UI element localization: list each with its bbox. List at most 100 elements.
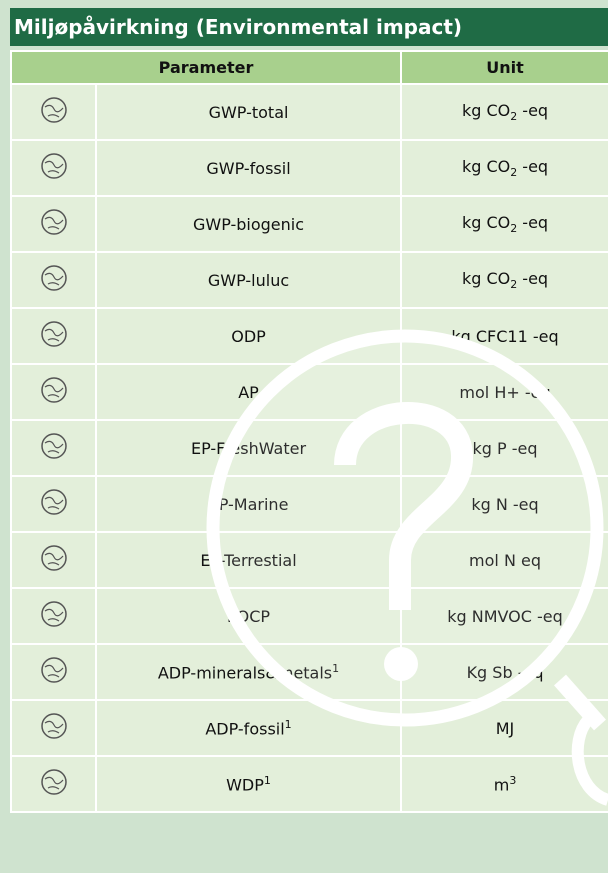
unit-suffix: -eq bbox=[517, 213, 548, 232]
unit: kg CO bbox=[462, 157, 510, 176]
parameter-name: EP-Terrestial bbox=[200, 551, 296, 570]
unit-cell: kg CO2 -eq bbox=[401, 252, 608, 308]
unit-cell: kg P -eq bbox=[401, 420, 608, 476]
unit: mol H+ -eq bbox=[459, 383, 550, 402]
parameter-name: GWP-fossil bbox=[206, 159, 290, 178]
unit-suffix: -eq bbox=[517, 157, 548, 176]
table-row: EP-Terrestial mol N eq bbox=[11, 532, 608, 588]
unit-cell: kg NMVOC -eq bbox=[401, 588, 608, 644]
parameter-name: EP-Marine bbox=[209, 495, 289, 514]
unit: m bbox=[494, 775, 510, 794]
unit: kg CO bbox=[462, 101, 510, 120]
unit-cell: kg CFC11 -eq bbox=[401, 308, 608, 364]
icon-cell bbox=[11, 700, 96, 756]
parameter-cell: GWP-luluc bbox=[96, 252, 401, 308]
column-header: Parameter bbox=[11, 51, 401, 84]
unit-cell: m3 bbox=[401, 756, 608, 812]
unit-cell: kg N -eq bbox=[401, 476, 608, 532]
parameter-name: ADP-fossil bbox=[205, 719, 284, 738]
parameter-cell: POCP bbox=[96, 588, 401, 644]
parameter-name: GWP-total bbox=[209, 103, 289, 122]
table-row: ADP-fossil1 MJ bbox=[11, 700, 608, 756]
unit-cell: mol N eq bbox=[401, 532, 608, 588]
row-icon bbox=[39, 487, 69, 517]
table-title: Miljøpåvirkning (Environmental impact) bbox=[10, 8, 608, 46]
table-row: EP-FreshWater kg P -eq bbox=[11, 420, 608, 476]
icon-cell bbox=[11, 308, 96, 364]
unit: kg N -eq bbox=[471, 495, 538, 514]
row-icon bbox=[39, 375, 69, 405]
table-row: ADP-minerals&metals1 Kg Sb -eq bbox=[11, 644, 608, 700]
parameter-name: ODP bbox=[231, 327, 266, 346]
unit-cell: kg CO2 -eq bbox=[401, 140, 608, 196]
row-icon bbox=[39, 711, 69, 741]
unit-suffix: -eq bbox=[517, 101, 548, 120]
row-icon bbox=[39, 431, 69, 461]
row-icon bbox=[39, 319, 69, 349]
table-row: POCP kg NMVOC -eq bbox=[11, 588, 608, 644]
icon-cell bbox=[11, 532, 96, 588]
parameter-name: GWP-biogenic bbox=[193, 215, 304, 234]
row-icon bbox=[39, 655, 69, 685]
unit-cell: MJ bbox=[401, 700, 608, 756]
parameter-cell: GWP-biogenic bbox=[96, 196, 401, 252]
parameter-cell: GWP-total bbox=[96, 84, 401, 140]
parameter-name: GWP-luluc bbox=[208, 271, 289, 290]
page: {"header": {"title": "Miljøpåvirkning (E… bbox=[0, 0, 608, 873]
unit-superscript: 3 bbox=[509, 774, 516, 787]
icon-cell bbox=[11, 140, 96, 196]
row-icon bbox=[39, 767, 69, 797]
column-header: Unit bbox=[401, 51, 608, 84]
parameter-name: ADP-minerals&metals bbox=[158, 663, 332, 682]
parameter-cell: ADP-fossil1 bbox=[96, 700, 401, 756]
footnote-mark: 1 bbox=[285, 718, 292, 731]
footnote-mark: 1 bbox=[264, 774, 271, 787]
icon-cell bbox=[11, 420, 96, 476]
unit: mol N eq bbox=[469, 551, 541, 570]
unit: kg CFC11 -eq bbox=[451, 327, 558, 346]
icon-cell bbox=[11, 644, 96, 700]
icon-cell bbox=[11, 588, 96, 644]
parameter-name: EP-FreshWater bbox=[191, 439, 306, 458]
icon-cell bbox=[11, 84, 96, 140]
table-row: GWP-total kg CO2 -eq bbox=[11, 84, 608, 140]
table-row: GWP-fossil kg CO2 -eq bbox=[11, 140, 608, 196]
parameter-cell: ADP-minerals&metals1 bbox=[96, 644, 401, 700]
parameter-name: AP bbox=[238, 383, 259, 402]
icon-cell bbox=[11, 476, 96, 532]
unit-cell: kg CO2 -eq bbox=[401, 84, 608, 140]
icon-cell bbox=[11, 252, 96, 308]
parameter-name: POCP bbox=[227, 607, 270, 626]
icon-cell bbox=[11, 364, 96, 420]
parameter-cell: ODP bbox=[96, 308, 401, 364]
unit-cell: Kg Sb -eq bbox=[401, 644, 608, 700]
unit: kg P -eq bbox=[473, 439, 538, 458]
parameter-name: WDP bbox=[226, 775, 264, 794]
unit: kg CO bbox=[462, 213, 510, 232]
unit-cell: mol H+ -eq bbox=[401, 364, 608, 420]
icon-cell bbox=[11, 196, 96, 252]
icon-cell bbox=[11, 756, 96, 812]
table-row: AP mol H+ -eq bbox=[11, 364, 608, 420]
parameter-cell: AP bbox=[96, 364, 401, 420]
parameter-cell: EP-FreshWater bbox=[96, 420, 401, 476]
unit: MJ bbox=[496, 719, 515, 738]
row-icon bbox=[39, 207, 69, 237]
unit: kg NMVOC -eq bbox=[447, 607, 563, 626]
row-icon bbox=[39, 263, 69, 293]
parameter-cell: GWP-fossil bbox=[96, 140, 401, 196]
unit-suffix: -eq bbox=[517, 269, 548, 288]
parameter-cell: WDP1 bbox=[96, 756, 401, 812]
parameter-cell: EP-Terrestial bbox=[96, 532, 401, 588]
row-icon bbox=[39, 543, 69, 573]
parameter-cell: EP-Marine bbox=[96, 476, 401, 532]
table-row: EP-Marine kg N -eq bbox=[11, 476, 608, 532]
footnote-mark: 1 bbox=[332, 662, 339, 675]
table-row: ODP kg CFC11 -eq bbox=[11, 308, 608, 364]
row-icon bbox=[39, 599, 69, 629]
unit: Kg Sb -eq bbox=[467, 663, 544, 682]
row-icon bbox=[39, 95, 69, 125]
